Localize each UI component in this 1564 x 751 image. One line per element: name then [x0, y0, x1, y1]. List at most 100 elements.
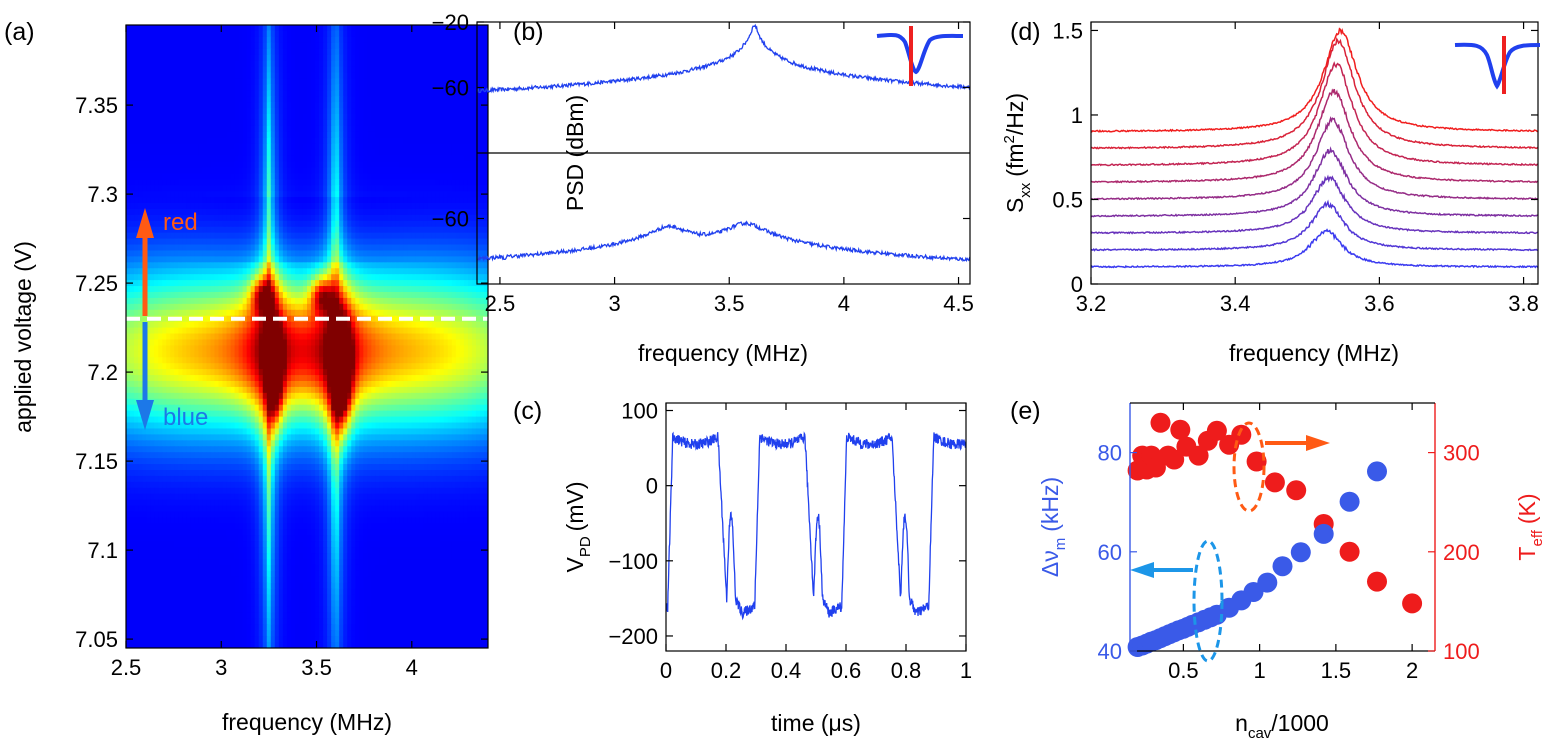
heatmap-cell: [407, 72, 413, 79]
heatmap-cell: [347, 262, 352, 269]
heatmap-cell: [395, 244, 401, 252]
heatmap-cell: [246, 102, 252, 109]
heatmap-cell: [387, 280, 393, 287]
heatmap-cell: [363, 339, 368, 346]
heatmap-cell: [335, 327, 340, 335]
heatmap-cell: [254, 232, 260, 240]
heatmap-cell: [198, 66, 204, 74]
heatmap-cell: [415, 96, 421, 103]
heatmap-cell: [443, 185, 449, 192]
heatmap-cell: [455, 321, 461, 329]
heatmap-cell: [134, 333, 139, 341]
heatmap-cell: [158, 137, 163, 145]
heatmap-cell: [246, 60, 252, 68]
heatmap-cell: [371, 36, 376, 44]
heatmap-cell: [315, 30, 320, 38]
heatmap-cell: [335, 256, 340, 263]
heatmap-cell: [435, 25, 441, 32]
heatmap-cell: [355, 48, 360, 56]
heatmap-cell: [234, 256, 240, 263]
heatmap-cell: [407, 96, 413, 103]
heatmap-cell: [431, 191, 437, 198]
heatmap-cell: [266, 244, 272, 252]
heatmap-cell: [234, 36, 240, 44]
heatmap-cell: [270, 161, 276, 168]
heatmap-cell: [206, 96, 212, 103]
heatmap-cell: [447, 226, 453, 234]
heatmap-cell: [355, 137, 360, 145]
heatmap-cell: [439, 179, 445, 186]
heatmap-cell: [455, 250, 461, 257]
heatmap-cell: [399, 25, 405, 32]
heatmap-cell: [198, 42, 204, 50]
heatmap-cell: [335, 96, 340, 103]
heatmap-cell: [459, 143, 465, 151]
heatmap-cell: [483, 119, 488, 127]
heatmap-cell: [471, 345, 477, 352]
heatmap-cell: [387, 137, 393, 145]
heatmap-cell: [226, 155, 232, 163]
heatmap-cell: [431, 125, 437, 133]
heatmap-cell: [367, 131, 372, 139]
heatmap-cell: [286, 214, 292, 222]
heatmap-cell: [286, 226, 292, 234]
heatmap-cell: [130, 203, 135, 210]
heatmap-cell: [407, 309, 413, 317]
heatmap-cell: [383, 42, 389, 50]
heatmap-cell: [435, 137, 441, 145]
heatmap-cell: [363, 250, 368, 257]
heatmap-cell: [286, 309, 292, 317]
heatmap-cell: [347, 143, 352, 151]
heatmap-cell: [383, 155, 389, 163]
heatmap-cell: [327, 297, 332, 305]
heatmap-cell: [214, 66, 220, 74]
heatmap-cell: [274, 179, 280, 186]
heatmap-cell: [343, 286, 348, 293]
heatmap-cell: [407, 292, 413, 299]
heatmap-cell: [407, 220, 413, 228]
heatmap-cell: [431, 203, 437, 210]
heatmap-cell: [274, 137, 280, 145]
heatmap-cell: [206, 327, 212, 335]
heatmap-cell: [218, 167, 224, 174]
heatmap-cell: [134, 238, 139, 246]
heatmap-cell: [307, 203, 312, 210]
heatmap-cell: [375, 309, 380, 317]
heatmap-cell: [202, 54, 208, 62]
heatmap-cell: [319, 185, 324, 192]
heatmap-cell: [302, 143, 308, 151]
heatmap-cell: [126, 303, 131, 311]
heatmap-cell: [294, 54, 300, 62]
heatmap-cell: [427, 161, 433, 168]
heatmap-cell: [371, 72, 376, 79]
heatmap-cell: [254, 125, 260, 133]
heatmap-cell: [411, 191, 417, 198]
heatmap-cell: [130, 297, 135, 305]
heatmap-cell: [138, 66, 143, 74]
heatmap-cell: [391, 125, 397, 133]
heatmap-cell: [274, 119, 280, 127]
heatmap-cell: [343, 102, 348, 109]
heatmap-cell: [479, 78, 485, 85]
heatmap-cell: [327, 108, 332, 115]
heatmap-cell: [407, 125, 413, 133]
heatmap-cell: [254, 268, 260, 275]
heatmap-cell: [383, 137, 389, 145]
heatmap-cell: [186, 191, 191, 198]
heatmap-cell: [439, 191, 445, 198]
heatmap-cell: [443, 214, 449, 222]
heatmap-cell: [278, 143, 284, 151]
heatmap-cell: [154, 303, 159, 311]
heatmap-cell: [307, 262, 312, 269]
heatmap-cell: [451, 286, 457, 293]
heatmap-cell: [351, 30, 356, 38]
heatmap-cell: [226, 250, 232, 257]
heatmap-cell: [475, 137, 481, 145]
heatmap-cell: [415, 226, 421, 234]
heatmap-cell: [351, 179, 356, 186]
heatmap-cell: [286, 108, 292, 115]
heatmap-cell: [298, 191, 304, 198]
heatmap-cell: [282, 90, 288, 97]
heatmap-cell: [315, 309, 320, 317]
heatmap-cell: [407, 102, 413, 109]
